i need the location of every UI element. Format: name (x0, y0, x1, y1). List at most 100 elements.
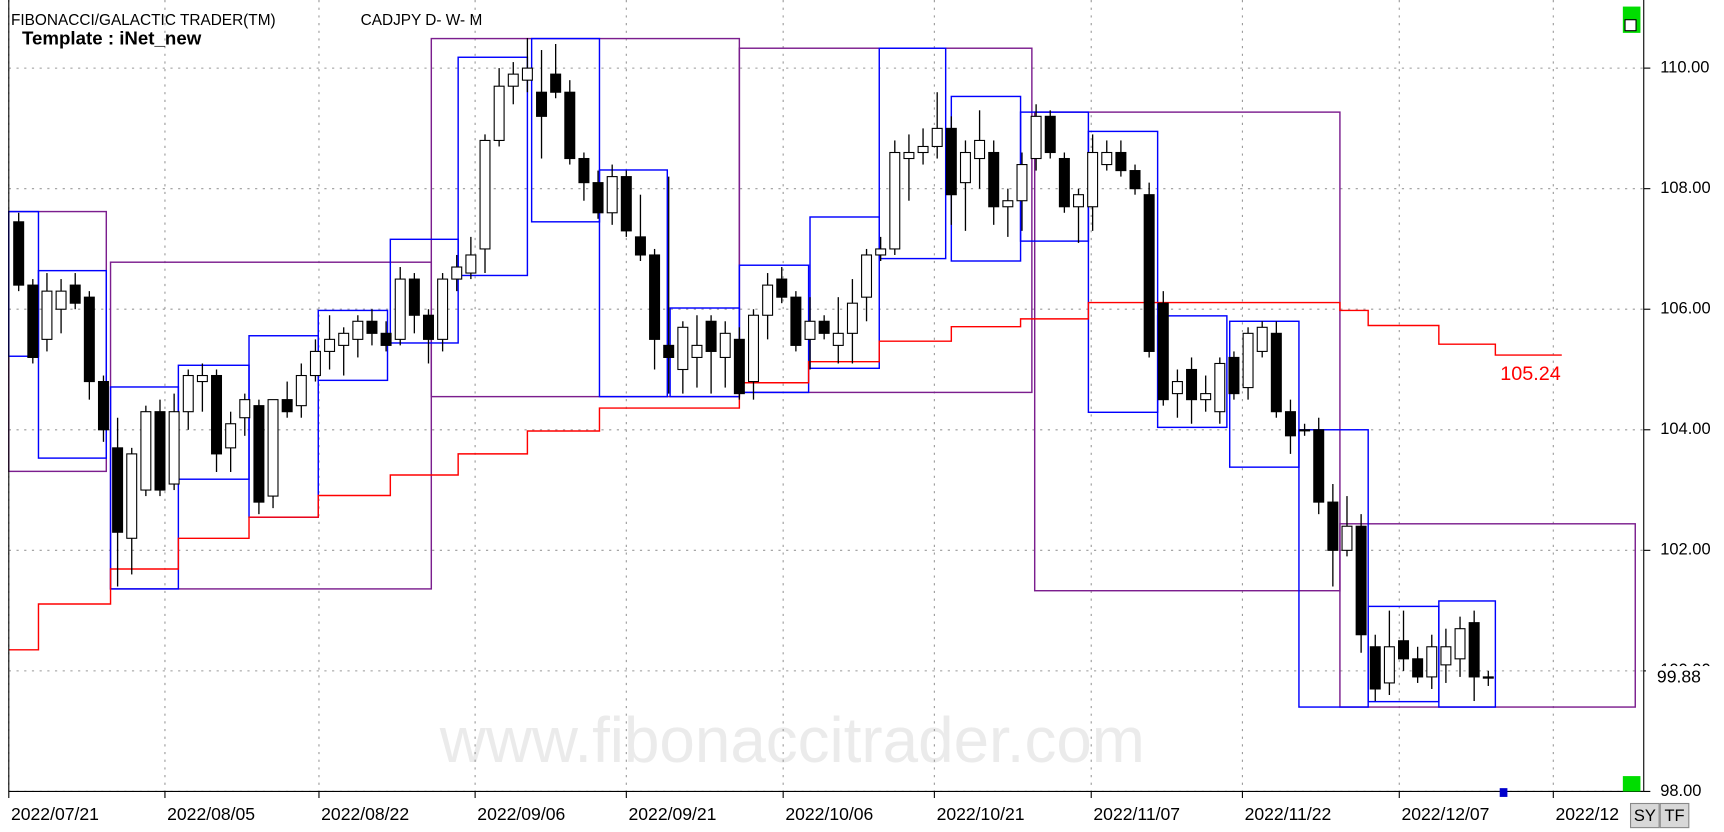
x-tick-label: 2022/10/21 (937, 804, 1025, 824)
candle-body (832, 332, 844, 346)
candle-body (281, 399, 293, 413)
candle-body (507, 73, 519, 87)
candle-body (1412, 658, 1424, 678)
candle-body (1468, 622, 1480, 678)
x-tick-label: 2022/11/07 (1093, 804, 1180, 824)
candle-body (1383, 646, 1395, 684)
candle-body (41, 290, 53, 340)
candle-body (1327, 501, 1339, 551)
sy-button[interactable] (1629, 802, 1660, 829)
candle-body (677, 326, 689, 371)
template: Template : iNet_new (22, 27, 202, 48)
candle-body (140, 411, 152, 491)
candle-body (804, 320, 816, 340)
candle-body (465, 254, 477, 274)
candle-body (959, 151, 971, 184)
range-box (37, 269, 108, 459)
candle-body (945, 127, 957, 196)
candle-body (776, 278, 788, 298)
candle-body (324, 338, 336, 352)
candle-body (366, 320, 378, 334)
candle-body (1073, 194, 1085, 208)
range-box (1156, 315, 1228, 429)
candle-body (168, 411, 180, 485)
candle-body (239, 399, 251, 419)
candle-body (790, 296, 802, 346)
range-box (109, 386, 180, 590)
y-tick-label: 102.00 (1660, 541, 1710, 559)
x-tick-label: 2022/08/05 (167, 804, 255, 824)
candle-body (719, 332, 731, 358)
candle-body (1058, 157, 1070, 208)
bottom-marker[interactable] (1622, 776, 1641, 792)
candle-body (1002, 200, 1014, 208)
watermark: www.fibonaccitrader.com (439, 705, 1145, 776)
x-tick-label: 2022/10/06 (785, 804, 873, 824)
candle-body (196, 374, 208, 383)
candle-body (988, 151, 1000, 208)
candle-body (225, 423, 237, 449)
x-tick-label: 2022/09/06 (477, 804, 565, 824)
candle-body (634, 236, 646, 256)
candle-body (69, 284, 81, 304)
candle-body (83, 296, 95, 383)
tf-button[interactable] (1659, 802, 1690, 829)
candle-body (1299, 429, 1311, 432)
candle-body (592, 182, 604, 214)
candle-body (649, 254, 661, 340)
candle-body (620, 176, 632, 232)
candle-body (1398, 640, 1410, 660)
range-box (809, 216, 880, 370)
candle-body (875, 248, 887, 256)
app-title: FIBONACCI/GALACTIC TRADER(TM) (11, 12, 276, 29)
tf-label[interactable]: TF (1664, 807, 1684, 825)
candle-body (564, 91, 576, 160)
candle-body (1157, 302, 1169, 401)
range-box (1033, 111, 1341, 592)
plot-area (8, 0, 1644, 792)
candle-body (182, 374, 194, 413)
candle-body (1129, 170, 1141, 190)
candle-body (1228, 356, 1240, 395)
range-box (878, 47, 947, 260)
candle-body (1242, 332, 1254, 389)
candle-body (1355, 525, 1367, 636)
candle-body (352, 320, 364, 340)
last-price-box (1645, 666, 1719, 691)
candle-body (1143, 194, 1155, 352)
y-tick-label: 108.00 (1660, 179, 1710, 197)
candle-body (1214, 362, 1226, 413)
candle-body (1016, 164, 1028, 202)
candle-body (903, 151, 915, 160)
candle-body (154, 411, 166, 491)
candle-body (762, 284, 774, 316)
candle-body (479, 139, 491, 250)
symbol: CADJPY D- W- M (361, 12, 483, 29)
candle-body (437, 278, 449, 340)
support-label: 105.24 (1500, 363, 1561, 385)
candle-body (861, 254, 873, 298)
scroll-marker (1499, 788, 1508, 797)
candle-body (1200, 393, 1212, 401)
sy-label[interactable]: SY (1634, 807, 1656, 825)
candle-body (408, 278, 420, 316)
candle-body (1426, 646, 1438, 678)
candle-body (493, 85, 505, 141)
candle-body (1044, 115, 1056, 154)
candle-body (1482, 676, 1494, 679)
candle-body (1171, 381, 1183, 395)
candle-body (394, 278, 406, 340)
candle-body (55, 290, 67, 310)
candle-body (295, 374, 307, 407)
x-tick-label: 2022/11/22 (1245, 804, 1332, 824)
candle-body (663, 344, 675, 358)
candle-body (733, 338, 745, 395)
y-tick-label: 110.00 (1660, 58, 1709, 76)
x-tick-label: 2022/12/07 (1401, 804, 1489, 824)
candle-body (1115, 151, 1127, 172)
x-tick-label: 2022/12 (1555, 804, 1619, 824)
candle-body (211, 374, 223, 455)
y-tick-label: 104.00 (1660, 420, 1710, 438)
